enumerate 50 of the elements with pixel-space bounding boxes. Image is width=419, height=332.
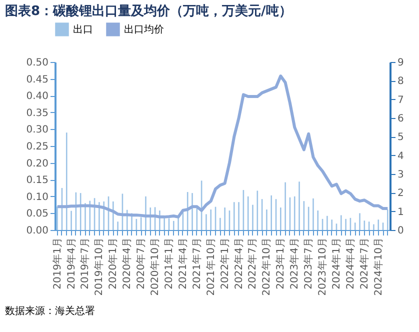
x-tick-label: 2022年4月: [232, 238, 245, 290]
x-tick-label: 2022年10月: [260, 238, 273, 296]
y-tick-label: 0.05: [26, 208, 48, 220]
y2-tick-label: 8: [398, 76, 404, 88]
y2-tick-label: 6: [398, 114, 404, 124]
x-tick-label: 2021年10月: [204, 238, 217, 296]
y-tick-label: 0.45: [26, 74, 48, 86]
x-tick-label: 2021年4月: [176, 238, 189, 290]
legend-label: 出口: [73, 23, 93, 36]
x-tick-label: 2024年4月: [344, 238, 356, 290]
line-series: [56, 74, 390, 218]
y2-tick-label: 2: [398, 188, 404, 200]
x-tick-label: 2020年7月: [135, 238, 148, 290]
x-tick-label: 2019年4月: [65, 238, 78, 290]
y2-tick-label: 1: [398, 206, 404, 218]
x-tick-label: 2021年1月: [162, 238, 175, 290]
y-tick-label: 0.35: [26, 108, 48, 119]
y-tick-label: 0.20: [26, 158, 48, 170]
source-note: 数据来源：海关总署: [5, 305, 95, 317]
y-tick-label: 0.50: [26, 58, 48, 68]
y-tick-label: 0.15: [26, 175, 48, 186]
y2-tick-label: 3: [398, 170, 404, 180]
x-tick-label: 2021年7月: [190, 238, 203, 290]
x-tick-label: 2022年7月: [246, 238, 259, 290]
x-tick-label: 2023年10月: [316, 238, 329, 296]
y2-tick-label: 5: [398, 132, 404, 144]
x-tick-label: 2020年1月: [107, 238, 120, 290]
x-tick-label: 2019年7月: [79, 238, 92, 290]
legend-label: 出口均价: [124, 23, 164, 36]
y-tick-label: 0.10: [26, 192, 48, 203]
x-tick-label: 2019年1月: [51, 238, 64, 290]
x-tick-label: 2024年10月: [372, 238, 384, 296]
y-tick-label: 0.00: [26, 226, 48, 236]
y-tick-label: 0.25: [26, 142, 48, 152]
x-tick-label: 2023年4月: [288, 238, 301, 290]
chart-title: 图表8：碳酸锂出口量及均价（万吨，万美元/吨）: [5, 3, 292, 19]
y2-tick-label: 4: [398, 150, 404, 162]
x-tick-label: 2020年10月: [149, 238, 162, 296]
x-tick-label: 2022年1月: [218, 238, 231, 290]
y-tick-label: 0.40: [26, 91, 48, 102]
x-tick-label: 2023年1月: [274, 238, 287, 290]
x-tick-label: 2024年7月: [358, 238, 370, 290]
y2-tick-label: 7: [398, 94, 404, 106]
x-tick-label: 2019年10月: [93, 238, 106, 296]
y-tick-label: 0.30: [26, 124, 48, 136]
x-tick-label: 2023年7月: [302, 238, 315, 290]
y2-tick-label: 9: [398, 58, 404, 68]
y2-tick-label: 0: [398, 226, 404, 236]
x-tick-label: 2020年4月: [121, 238, 134, 290]
x-tick-label: 2024年1月: [330, 238, 342, 290]
